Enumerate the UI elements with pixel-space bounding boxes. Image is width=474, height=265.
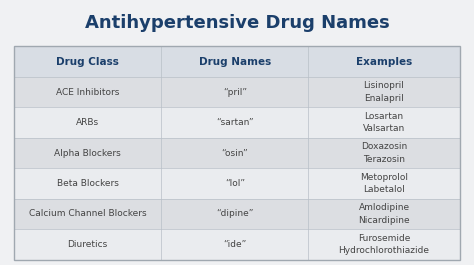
Text: Furosemide
Hydrochlorothiazide: Furosemide Hydrochlorothiazide xyxy=(338,234,429,255)
Text: “lol”: “lol” xyxy=(225,179,245,188)
Text: Drug Names: Drug Names xyxy=(199,57,271,67)
Text: “sartan”: “sartan” xyxy=(216,118,254,127)
Text: Losartan
Valsartan: Losartan Valsartan xyxy=(363,112,405,133)
Text: Diuretics: Diuretics xyxy=(68,240,108,249)
Bar xyxy=(14,199,460,229)
Bar xyxy=(14,107,460,138)
Text: Drug Class: Drug Class xyxy=(56,57,119,67)
Text: Lisinopril
Enalapril: Lisinopril Enalapril xyxy=(364,81,404,103)
Bar xyxy=(14,229,460,260)
Text: “ide”: “ide” xyxy=(223,240,246,249)
Text: “osin”: “osin” xyxy=(221,149,248,157)
Bar xyxy=(14,138,460,168)
Text: ARBs: ARBs xyxy=(76,118,99,127)
Text: Calcium Channel Blockers: Calcium Channel Blockers xyxy=(29,210,146,218)
Text: Examples: Examples xyxy=(356,57,412,67)
Text: Metoprolol
Labetalol: Metoprolol Labetalol xyxy=(360,173,408,194)
Text: “pril”: “pril” xyxy=(223,88,247,96)
Text: Beta Blockers: Beta Blockers xyxy=(57,179,118,188)
Text: “dipine”: “dipine” xyxy=(216,210,254,218)
Text: Doxazosin
Terazosin: Doxazosin Terazosin xyxy=(361,142,407,164)
Bar xyxy=(14,168,460,199)
Bar xyxy=(14,77,460,107)
Bar xyxy=(14,46,460,260)
Bar xyxy=(14,46,460,77)
Text: ACE Inhibitors: ACE Inhibitors xyxy=(56,88,119,96)
Text: Amlodipine
Nicardipine: Amlodipine Nicardipine xyxy=(358,203,410,225)
Text: Alpha Blockers: Alpha Blockers xyxy=(55,149,121,157)
Text: Antihypertensive Drug Names: Antihypertensive Drug Names xyxy=(85,14,389,32)
